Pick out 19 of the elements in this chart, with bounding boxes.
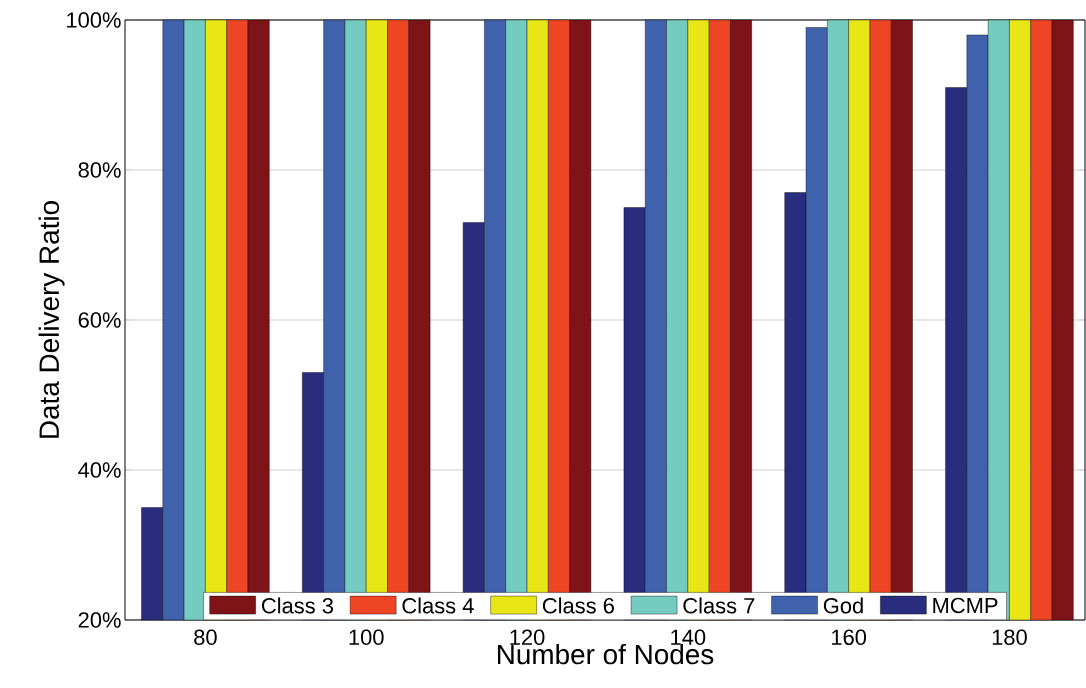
- x-axis-title: Number of Nodes: [497, 643, 714, 665]
- y-tick-label: 100%: [67, 12, 121, 28]
- x-tick-label: 120: [510, 629, 545, 646]
- x-tick-label: 160: [832, 629, 867, 646]
- legend-label: God: [823, 597, 863, 614]
- y-axis-title: Data Delivery Ratio: [38, 201, 65, 438]
- y-tick-label: 40%: [78, 462, 121, 478]
- y-tick-label: 80%: [78, 162, 121, 178]
- legend-label: Class 4: [402, 597, 474, 614]
- x-tick-label: 140: [671, 629, 706, 646]
- legend-label: Class 6: [542, 597, 614, 614]
- y-tick-label: 20%: [78, 612, 121, 628]
- legend-label: Class 7: [683, 597, 755, 614]
- x-tick-label: 180: [992, 629, 1027, 646]
- legend-label: Class 3: [261, 597, 333, 614]
- x-tick-label: 80: [194, 629, 217, 646]
- y-tick-label: 60%: [78, 312, 121, 328]
- legend-label: MCMP: [933, 597, 998, 614]
- x-tick-label: 100: [349, 629, 384, 646]
